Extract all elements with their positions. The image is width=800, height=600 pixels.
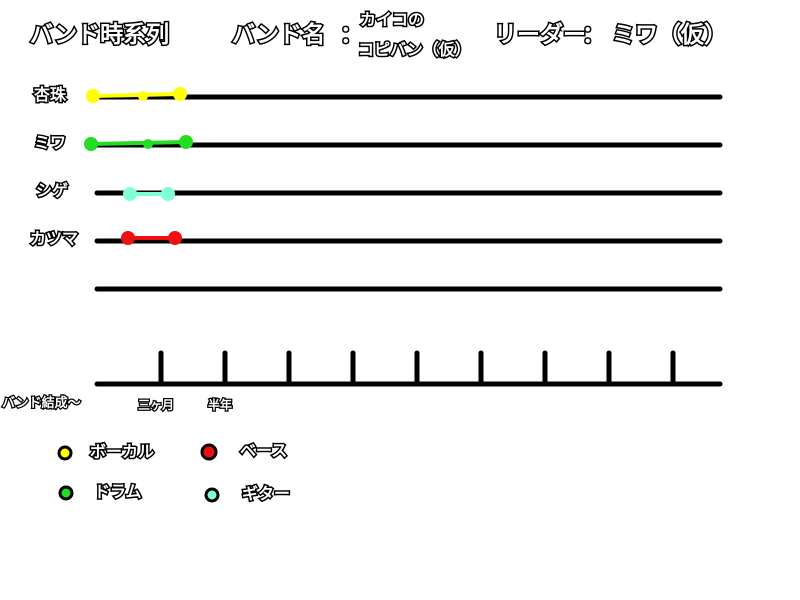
- axis-ticks: [158, 350, 676, 387]
- marker-shige-start: [123, 187, 137, 201]
- axis-label-start: バンド結成〜: [1, 396, 82, 412]
- band-name-colon: ：: [339, 22, 365, 48]
- legend-swatch-vocal: [57, 445, 73, 461]
- marker-miwa-start: [84, 137, 98, 151]
- legend-swatch-drums: [58, 485, 74, 501]
- member-name-shige: シゲ: [34, 181, 69, 200]
- legend-label-guitar: ギター: [240, 484, 291, 503]
- marker-anju-end: [173, 87, 187, 101]
- marker-miwa-end: [179, 135, 193, 149]
- legend-label-bass: ベース: [238, 441, 288, 460]
- legend-label-drums: ドラム: [93, 482, 144, 501]
- legend-label-vocal: ボーカル: [88, 442, 155, 461]
- marker-shige-end: [161, 187, 175, 201]
- band-name-line2: コピバン（仮）: [357, 40, 473, 59]
- band-name-line1: カイコの: [358, 10, 425, 29]
- marker-miwa-mid: [143, 139, 153, 149]
- band-name-label: バンド名: [230, 22, 326, 48]
- axis-label-half-year: 半年: [207, 398, 234, 413]
- segment-miwa: [90, 140, 187, 146]
- page-title: バンド時系列: [28, 22, 170, 48]
- marker-katsuma-start: [121, 231, 135, 245]
- leader-name: ミワ（仮）: [611, 22, 729, 48]
- axis-label-three-months: 三ヶ月: [137, 398, 176, 413]
- leader-label: リーダー: [493, 22, 588, 48]
- marker-anju-start: [86, 89, 100, 103]
- legend-swatch-bass: [200, 443, 218, 461]
- leader-colon: ：: [581, 22, 607, 48]
- member-name-miwa: ミワ: [32, 133, 67, 152]
- legend-swatch-guitar: [204, 487, 220, 503]
- member-name-anju: 杏珠: [32, 85, 67, 104]
- member-name-katsuma: カツマ: [28, 229, 79, 248]
- marker-katsuma-end: [168, 231, 182, 245]
- marker-anju-mid: [138, 91, 148, 101]
- segment-anju: [92, 92, 181, 98]
